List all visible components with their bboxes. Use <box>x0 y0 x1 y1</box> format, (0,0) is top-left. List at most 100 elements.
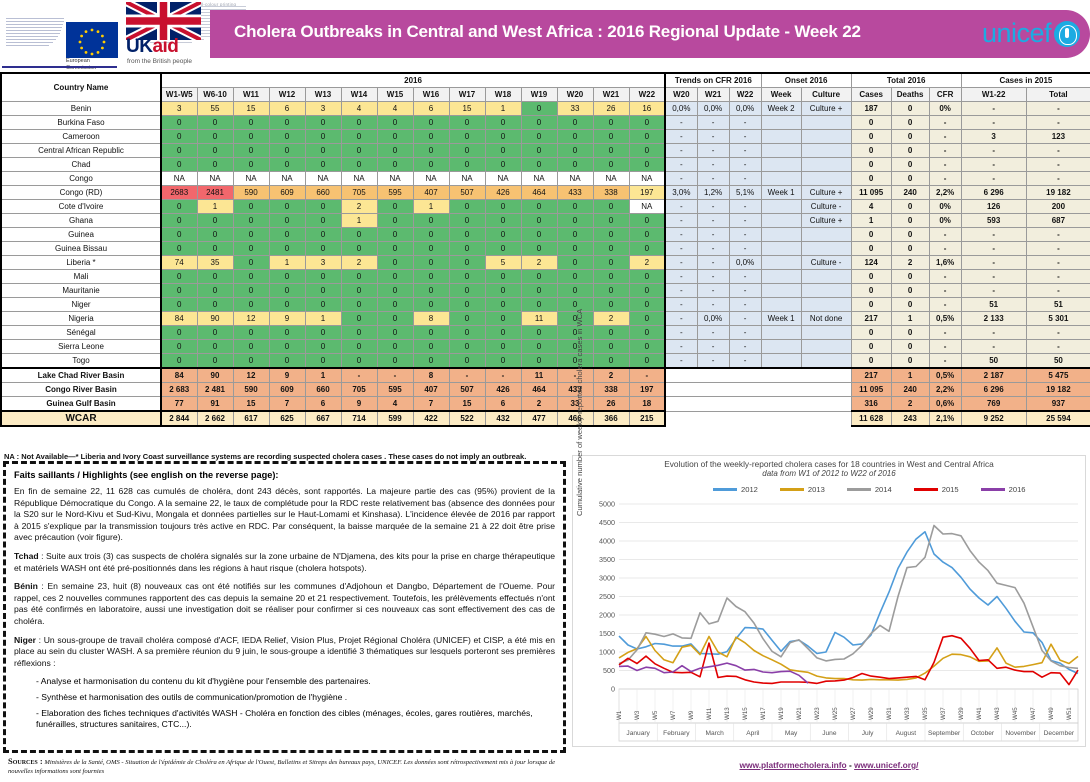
cell-week-W15: 0 <box>376 129 414 144</box>
cell-basin-week-W22: 197 <box>628 382 667 397</box>
cell-2015-total: - <box>1025 227 1090 242</box>
cell-week-W1-W5: 84 <box>160 311 198 326</box>
cell-wcar-week-W17: 522 <box>448 410 486 427</box>
cell-week-W19: 0 <box>520 297 558 312</box>
cell-week-W19: 0 <box>520 157 558 172</box>
cell-2015-total: - <box>1025 157 1090 172</box>
cell-week-W22: 0 <box>628 325 667 340</box>
svg-text:1500: 1500 <box>599 629 615 638</box>
table-row: Cameroon 0 0 0 0 0 0 0 0 0 0 0 0 0 0- - -0 0-3 123 <box>0 129 1090 144</box>
cell-week-W1-W5: 0 <box>160 353 198 369</box>
cell-country: Mauritanie <box>0 283 162 298</box>
col-group-cases-2015: Cases in 2015 <box>960 72 1090 88</box>
cell-total-deaths: 0 <box>890 297 930 312</box>
cell-2015-total: 200 <box>1025 199 1090 214</box>
cell-week-W21: 0 <box>592 283 630 298</box>
svg-text:W37: W37 <box>940 707 947 720</box>
cell-week-W19: 0 <box>520 199 558 214</box>
legend-label-2013: 2013 <box>807 485 825 494</box>
cell-week-W13: 0 <box>304 129 342 144</box>
cell-week-W6-10: 0 <box>196 325 234 340</box>
svg-text:1000: 1000 <box>599 648 615 657</box>
cell-basin-week-W13: 660 <box>304 382 342 397</box>
cell-week-W20: 33 <box>556 101 594 116</box>
cell-onset-culture: Culture + <box>800 101 852 116</box>
cell-week-W13: 0 <box>304 227 342 242</box>
cell-week-W11: 0 <box>232 143 270 158</box>
unicef-wordmark: unicef <box>981 18 1052 48</box>
cell-week-W13: 0 <box>304 269 342 284</box>
cell-total-cfr: - <box>928 353 962 369</box>
cell-week-W1-W5: NA <box>160 171 198 186</box>
cell-week-W16: 8 <box>412 311 450 326</box>
cell-week-W15: 0 <box>376 115 414 130</box>
cell-basin-week-W13: 6 <box>304 396 342 412</box>
cell-week-W12: 6 <box>268 101 306 116</box>
cell-basin-week-W21: 2 <box>592 367 630 383</box>
legend-swatch-2013 <box>779 488 804 491</box>
cell-2015-total: - <box>1025 325 1090 340</box>
cell-week-W19: 0 <box>520 143 558 158</box>
cell-week-W17: 0 <box>448 115 486 130</box>
cell-week-W14: 1 <box>340 213 378 228</box>
cell-week-W19: 0 <box>520 227 558 242</box>
cell-total-deaths: 0 <box>890 283 930 298</box>
svg-text:W11: W11 <box>706 707 713 720</box>
cell-week-W16: 0 <box>412 325 450 340</box>
svg-text:W1: W1 <box>616 710 623 720</box>
svg-text:W31: W31 <box>886 707 893 720</box>
cell-2015-w1-22: - <box>960 339 1027 354</box>
cell-cfr-W20: - <box>664 353 698 369</box>
cell-week-W17: 0 <box>448 199 486 214</box>
cell-total-deaths: 0 <box>890 213 930 228</box>
cell-country: Cameroon <box>0 129 162 144</box>
unicef-logo: unicef <box>982 18 1080 49</box>
cell-cfr-W21: - <box>696 115 730 130</box>
cell-basin-total-deaths: 2 <box>890 396 930 412</box>
col-group-total: Total 2016 <box>850 72 962 88</box>
cell-cfr-W22: - <box>728 353 762 369</box>
cell-cfr-W22: - <box>728 339 762 354</box>
cell-onset-culture <box>800 227 852 242</box>
unicef-link[interactable]: www.unicef.org/ <box>854 760 919 770</box>
cell-country: Benin <box>0 101 162 116</box>
cell-2015-w1-22: 50 <box>960 353 1027 369</box>
cell-basin-week-W21: 338 <box>592 382 630 397</box>
cell-cfr-W20: - <box>664 213 698 228</box>
cell-onset-week <box>760 283 802 298</box>
cell-cfr-W21: - <box>696 255 730 270</box>
col-w14: W14 <box>340 87 378 102</box>
cell-cfr-W21: - <box>696 213 730 228</box>
cmyk-note: CMYK – for full-colour printing <box>170 2 237 7</box>
highlights-bullet-1: - Analyse et harmonisation du contenu du… <box>36 676 371 687</box>
cell-week-W11: 0 <box>232 269 270 284</box>
cell-week-W15: 4 <box>376 101 414 116</box>
cell-total-cases: 124 <box>850 255 892 270</box>
col-onset-week: Week <box>760 87 802 102</box>
cell-basin-2015-total: 19 182 <box>1025 382 1090 397</box>
cell-week-W17: 0 <box>448 353 486 369</box>
cell-week-W14: NA <box>340 171 378 186</box>
cell-onset-week <box>760 213 802 228</box>
cell-week-W14: 2 <box>340 255 378 270</box>
highlights-bullet-3: - Elaboration des fiches techniques d'ac… <box>36 707 533 730</box>
cell-week-W21: 0 <box>592 157 630 172</box>
table-row-wcar: WCAR 2 844 2 662 617 625 667 714 599 422 522 432 47… <box>0 410 1090 427</box>
cell-week-W15: 0 <box>376 213 414 228</box>
cell-basin-week-W22: - <box>628 367 667 383</box>
cell-2015-total: - <box>1025 255 1090 270</box>
table-row: Burkina Faso 0 0 0 0 0 0 0 0 0 0 0 0 0 0- - -0 0- - - <box>0 115 1090 130</box>
cell-week-W12: 0 <box>268 227 306 242</box>
cell-cfr-W22: - <box>728 171 762 186</box>
svg-text:4000: 4000 <box>599 537 615 546</box>
cell-cfr-W21: - <box>696 297 730 312</box>
col-w21: W21 <box>592 87 630 102</box>
cell-basin-week-W20: - <box>556 367 594 383</box>
cell-week-W1-W5: 3 <box>160 101 198 116</box>
col-total-cfr: CFR <box>928 87 962 102</box>
cell-total-cfr: 0% <box>928 213 962 228</box>
platform-cholera-link[interactable]: www.platformecholera.info <box>739 760 847 770</box>
cell-week-W1-W5: 0 <box>160 269 198 284</box>
cell-week-W16: 0 <box>412 297 450 312</box>
cell-week-W1-W5: 0 <box>160 199 198 214</box>
